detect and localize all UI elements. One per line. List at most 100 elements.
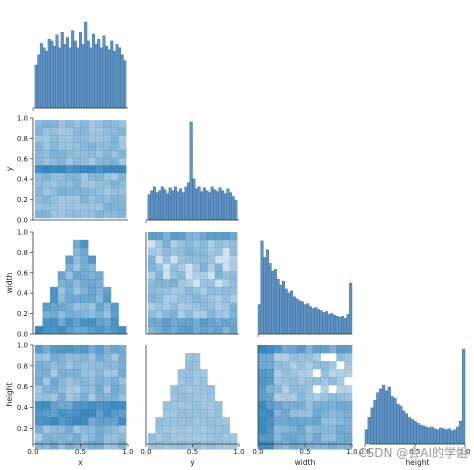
heatmap-cell [42,157,51,166]
heatmap-cell [185,441,193,450]
heatmap-cell [34,120,43,128]
heatmap-cell [57,401,66,410]
heatmap-cell [328,369,337,378]
heatmap-cell [88,271,96,280]
y-tick-label: 1.0 [17,115,28,123]
heatmap-cell [110,401,119,410]
histogram-bar [71,30,75,109]
heatmap-cell [312,361,321,370]
heatmap-cell [118,135,127,143]
heatmap-cell [65,135,74,143]
heatmap-cell [192,377,201,386]
heatmap-cell [265,369,274,378]
heatmap-cell [72,165,81,174]
heatmap-cell [50,187,58,196]
heatmap-cell [177,302,186,311]
heatmap-cell [305,353,314,362]
heatmap-cell [214,425,223,434]
heatmap-cell [281,393,290,402]
heatmap-cell [80,279,89,288]
heatmap-cell [65,195,74,204]
heatmap-cell [88,441,96,450]
histogram-bar [155,192,159,221]
heatmap-cell [281,425,290,434]
heatmap-cell [170,417,178,426]
heatmap-cell [344,353,353,362]
heatmap-cell [110,353,119,362]
heatmap-cell [297,345,306,354]
heatmap-cell [65,318,74,327]
histogram-bar [65,37,69,109]
heatmap-cell [281,385,290,394]
heatmap-cell [110,433,119,442]
heatmap-cell [65,286,74,296]
heatmap-cell [80,441,89,450]
heatmap-cell [50,165,58,174]
heatmap-cell [80,409,89,418]
x-tick-label: 1.0 [233,448,244,456]
heatmap-cell [50,441,58,450]
histogram-bar [260,240,264,335]
heatmap-cell [57,409,66,418]
histogram-bar [387,386,391,445]
heatmap-cell [110,425,119,434]
y-tick-label: 0.2 [17,425,28,433]
heatmap-cell [118,377,127,386]
heatmap-cell [42,310,51,319]
heatmap-cell [214,247,223,256]
heatmap-cell [155,302,164,311]
heatmap-cell [88,425,96,434]
heatmap-cell [170,441,178,450]
heatmap-cell [34,165,43,174]
heatmap-cell [207,286,216,296]
heatmap-cell [42,187,51,196]
heatmap-cell [103,361,112,370]
heatmap-cell [103,302,112,311]
heatmap-cell [265,433,274,442]
heatmap-cell [185,271,193,280]
heatmap-cell [50,294,58,303]
heatmap-cell [118,202,127,211]
heatmap-cell [88,157,96,166]
histogram-bar [370,407,374,445]
heatmap-cell [185,302,193,311]
heatmap-cell [229,433,238,442]
heatmap-cell [118,180,127,189]
heatmap-cell [110,326,119,335]
heatmap-cell [147,271,156,280]
heatmap-cell [273,425,282,434]
heatmap-cell [88,127,96,136]
heatmap-cell [110,417,119,426]
heatmap-cell [177,417,186,426]
heatmap-cell [34,195,43,204]
histogram-bar [208,192,212,221]
histogram-bar [327,314,331,335]
heatmap-cell [42,210,51,219]
heatmap-cell [57,318,66,327]
heatmap-cell [57,180,66,189]
heatmap-cell [305,377,314,386]
heatmap-cell [281,433,290,442]
y-tick-label: 1.0 [17,229,28,237]
histogram-bar [453,429,457,445]
heatmap-cell [88,202,96,211]
heatmap-cell [65,441,74,450]
heatmap-cell [344,385,353,394]
histogram-bar [384,390,389,445]
heatmap-cell [177,377,186,386]
heatmap-cell [34,425,43,434]
heatmap-cell [170,425,178,434]
heatmap-cell [229,232,238,241]
heatmap-cell [297,425,306,434]
heatmap-cell [72,142,81,151]
heatmap-cell [103,135,112,143]
histogram-bar [311,308,315,335]
heatmap-cell [320,369,329,378]
heatmap-cell [222,417,230,426]
heatmap-cell [118,369,127,378]
heatmap-cell [65,361,74,370]
heatmap-cell [185,239,193,248]
heatmap-cell [118,195,127,204]
heatmap-cell [222,318,230,327]
heatmap-cell [65,310,74,319]
